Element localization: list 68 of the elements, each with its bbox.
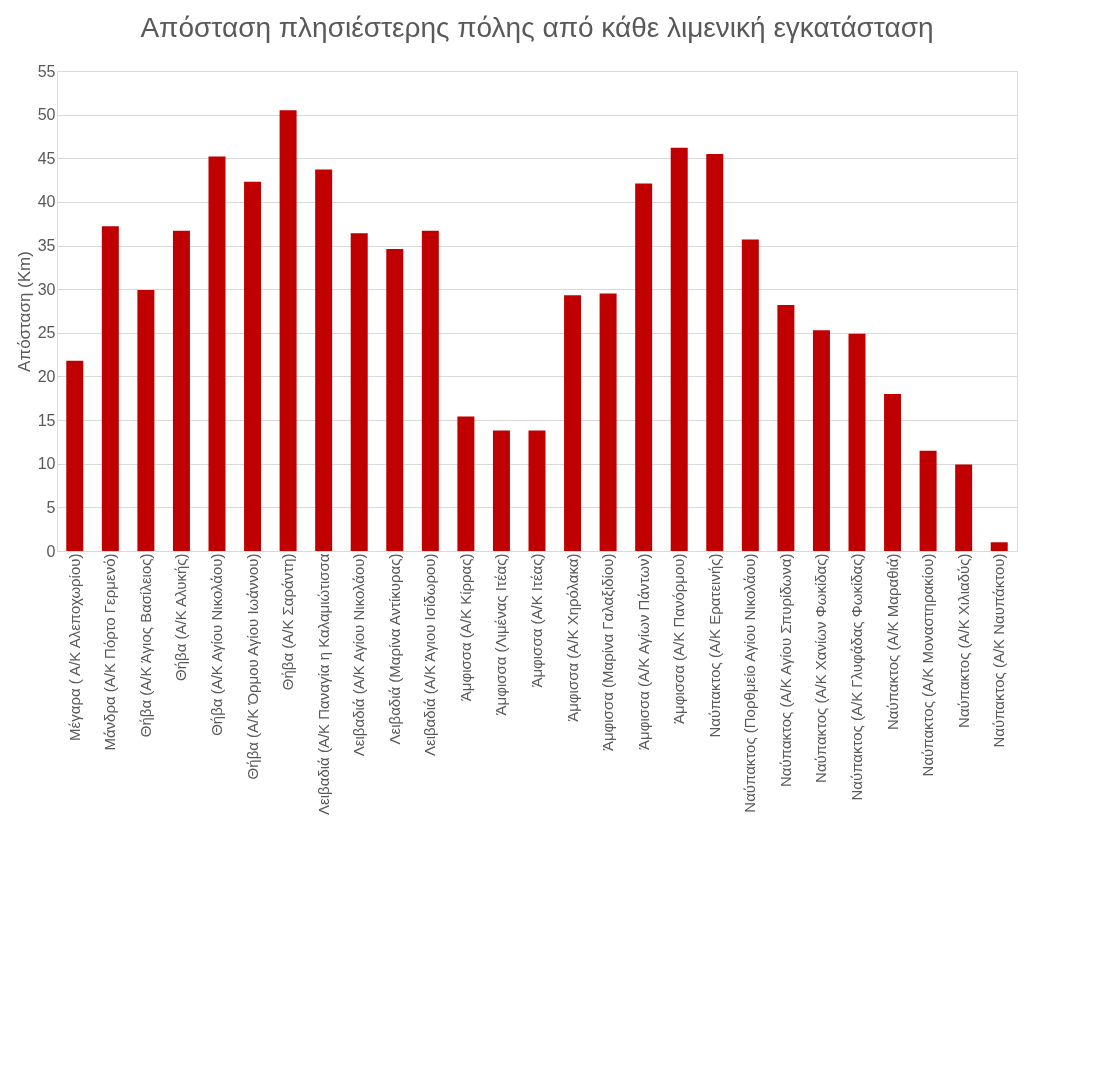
y-axis-title: Απόσταση (Km): [14, 251, 34, 372]
y-tick-label: 25: [37, 324, 56, 342]
x-tick-label: Θήβα (Α/Κ Αλυκής): [172, 553, 190, 681]
bar: [919, 450, 937, 551]
x-tick-label: Ναύπακτος (Α/Κ Μοναστηρακίου): [919, 553, 937, 777]
bar: [990, 542, 1008, 551]
y-tick-label: 45: [37, 149, 56, 167]
bar: [670, 147, 688, 551]
x-tick-label: Ναύπακτος (Α/Κ Χανίων Φωκίδας): [812, 553, 830, 783]
bar: [244, 181, 262, 551]
x-tick-label: Ναύπακτος (Α/Κ Γλυφάδας Φωκίδας): [848, 553, 865, 801]
x-tick-label: Άμφισσα (Α/Κ Αγίων Πάντων): [634, 553, 652, 750]
x-tick-label: Άμφισσα (Α/Κ Κίρρας): [456, 553, 474, 702]
y-tick-label: 10: [37, 455, 56, 473]
bar: [564, 295, 582, 551]
bar: [741, 239, 759, 551]
bar: [848, 333, 866, 551]
bar: [350, 233, 368, 551]
bar: [706, 153, 724, 551]
bar: [457, 416, 475, 551]
y-tick-label: 55: [37, 62, 56, 80]
x-tick-label: Άμφισσα (Μαρίνα Γαλαξιδίου): [599, 553, 617, 752]
x-tick-label: Θήβα (Α/Κ Άγιος Βασίλειος): [136, 553, 154, 738]
bar: [279, 110, 297, 551]
y-tick-label: 5: [46, 498, 56, 516]
x-tick-label: Λειβαδιά (Α/Κ Παναγία η Καλαμιώτισσα: [314, 553, 332, 815]
x-tick-label: Λειβαδιά (Α/Κ Αγίου Νικολάου): [350, 553, 368, 757]
y-tick-label: 15: [37, 411, 56, 429]
bar: [777, 304, 795, 551]
bar: [955, 464, 973, 551]
x-tick-label: Λειβαδιά (Α/Κ Άγιου Ισίδωρου): [421, 553, 439, 757]
x-tick-label: Λειβαδιά (Μαρίνα Αντίκυρας): [385, 553, 403, 745]
bar: [315, 169, 333, 551]
bar: [528, 430, 546, 551]
x-tick-label: Ναύπακτος (Α/Κ Ερατεινής): [705, 553, 723, 738]
y-tick-label: 35: [37, 237, 56, 255]
x-tick-label: Ναύπακτος (Α/Κ Μαραθιά): [883, 553, 901, 731]
bar: [599, 293, 617, 551]
chart-title: Απόσταση πλησιέστερης πόλης από κάθε λιμενική εγκατάσταση: [140, 12, 934, 43]
x-tick-label: Άμφισσα (Λιμένας Ιτέας): [492, 553, 510, 716]
y-tick-label: 30: [37, 280, 56, 298]
x-tick-label: Μέγαρα ( Α/Κ Αλεποχωρίου): [65, 553, 83, 741]
bar: [101, 226, 119, 551]
bar: [66, 360, 84, 551]
bar: [492, 430, 510, 551]
y-tick-label: 0: [46, 542, 56, 560]
bar: [884, 393, 902, 551]
x-tick-label: Ναύπακτος (Πορθμείο Αγίου Νικολάου): [741, 553, 759, 813]
y-tick-label: 40: [37, 193, 56, 211]
x-tick-label: Ναύπακτος (Α/Κ Χιλιαδύς): [954, 553, 972, 728]
bar: [208, 156, 226, 551]
bar: [421, 230, 439, 551]
x-tick-label: Άμφισσα (Α/Κ Πανόρμου): [670, 553, 688, 724]
x-tick-label: Ναύπακτος (Α/Κ Αγίου Σπυρίδωνα): [776, 553, 794, 787]
bar: [137, 290, 155, 551]
bar: [812, 330, 830, 551]
x-tick-label: Ναύπακτος (Α/Κ Ναυπάκτου): [990, 553, 1008, 748]
x-tick-label: Θήβα (Α/Κ Αγίου Νικολάου): [208, 553, 225, 736]
bar: [172, 230, 190, 551]
bar: [386, 249, 404, 551]
x-tick-label: Θήβα (Α/Κ Όρμου Αγίου Ιωάννου): [243, 553, 261, 780]
y-tick-label: 50: [37, 106, 56, 124]
x-tick-label: Θήβα (Α/Κ Σαράντη): [279, 553, 297, 691]
x-tick-label: Άμφισσα (Α/Κ Χηρόλακα): [563, 553, 581, 722]
x-tick-label: Μάνδρα (Α/Κ Πόρτο Γερμενό): [101, 553, 119, 751]
bar: [635, 183, 653, 551]
x-tick-label: Άμφισσα (Α/Κ Ιτέας): [528, 553, 545, 688]
y-tick-label: 20: [37, 367, 56, 385]
